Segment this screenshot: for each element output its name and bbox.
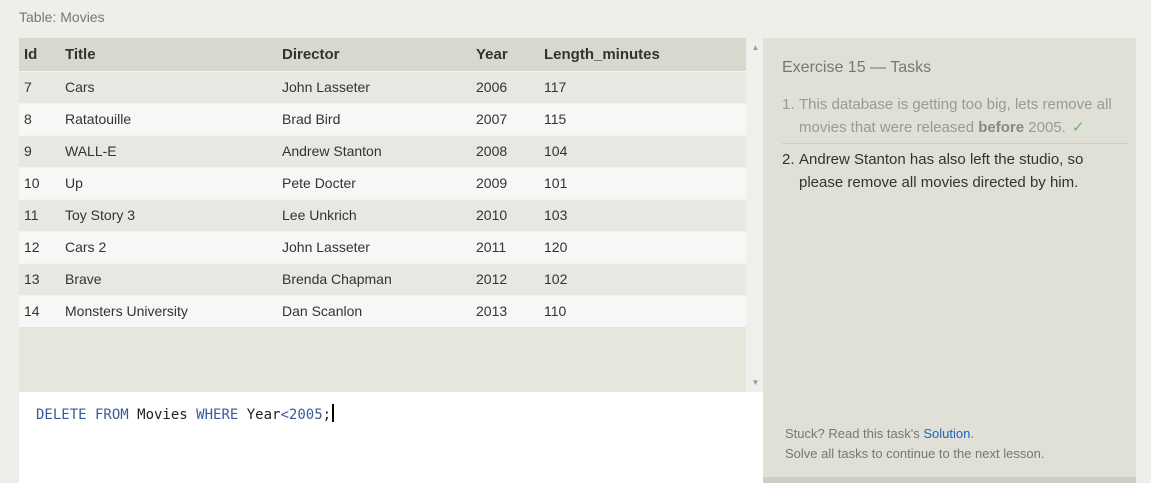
cell-title: WALL-E [65,143,117,159]
sql-keyword: DELETE FROM [36,407,129,423]
sql-editor[interactable]: DELETE FROM Movies WHERE Year<2005; [19,392,765,483]
task-text: Andrew Stanton has also left the studio,… [799,151,1084,191]
cell-year: 2013 [476,303,508,320]
cell-title: Cars 2 [65,239,107,255]
solution-link[interactable]: Solution [923,426,971,441]
cell-director: Lee Unkrich [282,207,357,223]
table-scrollbar[interactable]: ▲ ▼ [746,38,765,392]
cell-length: 117 [544,79,567,95]
panel-footer-bar [763,477,1136,483]
table-row: 14 Monsters University Dan Scanlon 2013 … [19,295,746,327]
cell-length: 102 [544,271,568,287]
table-row: 9 WALL-E Andrew Stanton 2008 104 [19,135,746,167]
cell-year: 2006 [476,79,508,95]
sql-number: 2005 [288,407,323,423]
sql-terminator: ; [322,407,332,423]
column-header: Id [24,45,38,63]
table-row: 10 Up Pete Docter 2009 101 [19,167,746,199]
sql-query[interactable]: DELETE FROM Movies WHERE Year<2005; [36,404,335,423]
cell-director: Brenda Chapman [282,271,392,287]
text-cursor [332,404,335,422]
cell-id: 13 [24,271,40,287]
cell-title: Ratatouille [65,111,132,127]
table-header-row: Id Title Director Year Length_minutes [19,38,746,71]
cell-id: 11 [24,207,39,223]
results-table-panel: Id Title Director Year Length_minutes 7 … [19,38,765,392]
cell-length: 120 [544,239,568,255]
cell-length: 110 [544,303,567,320]
cell-title: Toy Story 3 [65,207,136,223]
task-number: 1. [782,96,795,113]
scroll-up-arrow-icon[interactable]: ▲ [751,43,760,52]
task-text-bold: before [978,119,1025,136]
checkmark-icon: ✓ [1071,119,1085,136]
table-row: 13 Brave Brenda Chapman 2012 102 [19,263,746,295]
cell-id: 7 [24,79,32,95]
cell-id: 14 [24,303,40,320]
column-header: Length_minutes [544,45,660,63]
table-row: 11 Toy Story 3 Lee Unkrich 2010 103 [19,199,746,231]
cell-id: 9 [24,143,32,159]
cell-director: Dan Scanlon [282,303,363,320]
cell-id: 10 [24,175,40,191]
sql-keyword: WHERE [196,407,239,423]
sql-column: Year [238,407,281,423]
cell-id: 8 [24,111,32,127]
table-row: 8 Ratatouille Brad Bird 2007 115 [19,103,746,135]
task-list: 1. This database is getting too big, let… [782,93,1128,194]
table-caption: Table: Movies [19,9,105,25]
cell-director: John Lasseter [282,239,370,255]
cell-title: Up [65,175,83,191]
cell-title: Cars [65,79,95,95]
cell-length: 115 [544,111,567,127]
task-panel: Exercise 15 — Tasks 1. This database is … [763,38,1136,483]
cell-director: John Lasseter [282,79,370,95]
help-text: Stuck? Read this task's Solution. Solve … [785,424,1044,464]
cell-length: 103 [544,207,568,223]
cell-year: 2009 [476,175,508,191]
stuck-suffix: . [970,426,974,441]
task-item-completed: 1. This database is getting too big, let… [782,93,1128,144]
sql-operator: < [280,407,289,423]
stuck-prefix: Stuck? Read this task's [785,426,924,441]
results-table: Id Title Director Year Length_minutes 7 … [19,38,746,327]
cell-director: Andrew Stanton [282,143,382,159]
table-row: 12 Cars 2 John Lasseter 2011 120 [19,231,746,263]
cell-year: 2012 [476,271,508,287]
sql-table-name: Movies [128,407,197,423]
column-header: Director [282,45,340,63]
cell-length: 101 [544,175,568,191]
table-row: 7 Cars John Lasseter 2006 117 [19,71,746,103]
cell-title: Brave [65,271,102,287]
task-item: 2. Andrew Stanton has also left the stud… [782,148,1128,194]
task-text: This database is getting too big, lets r… [799,96,1112,136]
continue-text: Solve all tasks to continue to the next … [785,446,1045,461]
cell-year: 2010 [476,207,508,223]
cell-year: 2011 [476,239,507,255]
cell-title: Monsters University [65,303,188,320]
scroll-down-arrow-icon[interactable]: ▼ [751,378,760,387]
cell-year: 2007 [476,111,508,127]
cell-id: 12 [24,239,40,255]
task-number: 2. [782,151,795,168]
column-header: Title [65,45,96,63]
exercise-title: Exercise 15 — Tasks [782,59,932,76]
column-header: Year [476,45,508,63]
cell-director: Pete Docter [282,175,356,191]
cell-year: 2008 [476,143,508,159]
cell-length: 104 [544,143,568,159]
cell-director: Brad Bird [282,111,341,127]
task-text: 2005. [1024,119,1066,136]
